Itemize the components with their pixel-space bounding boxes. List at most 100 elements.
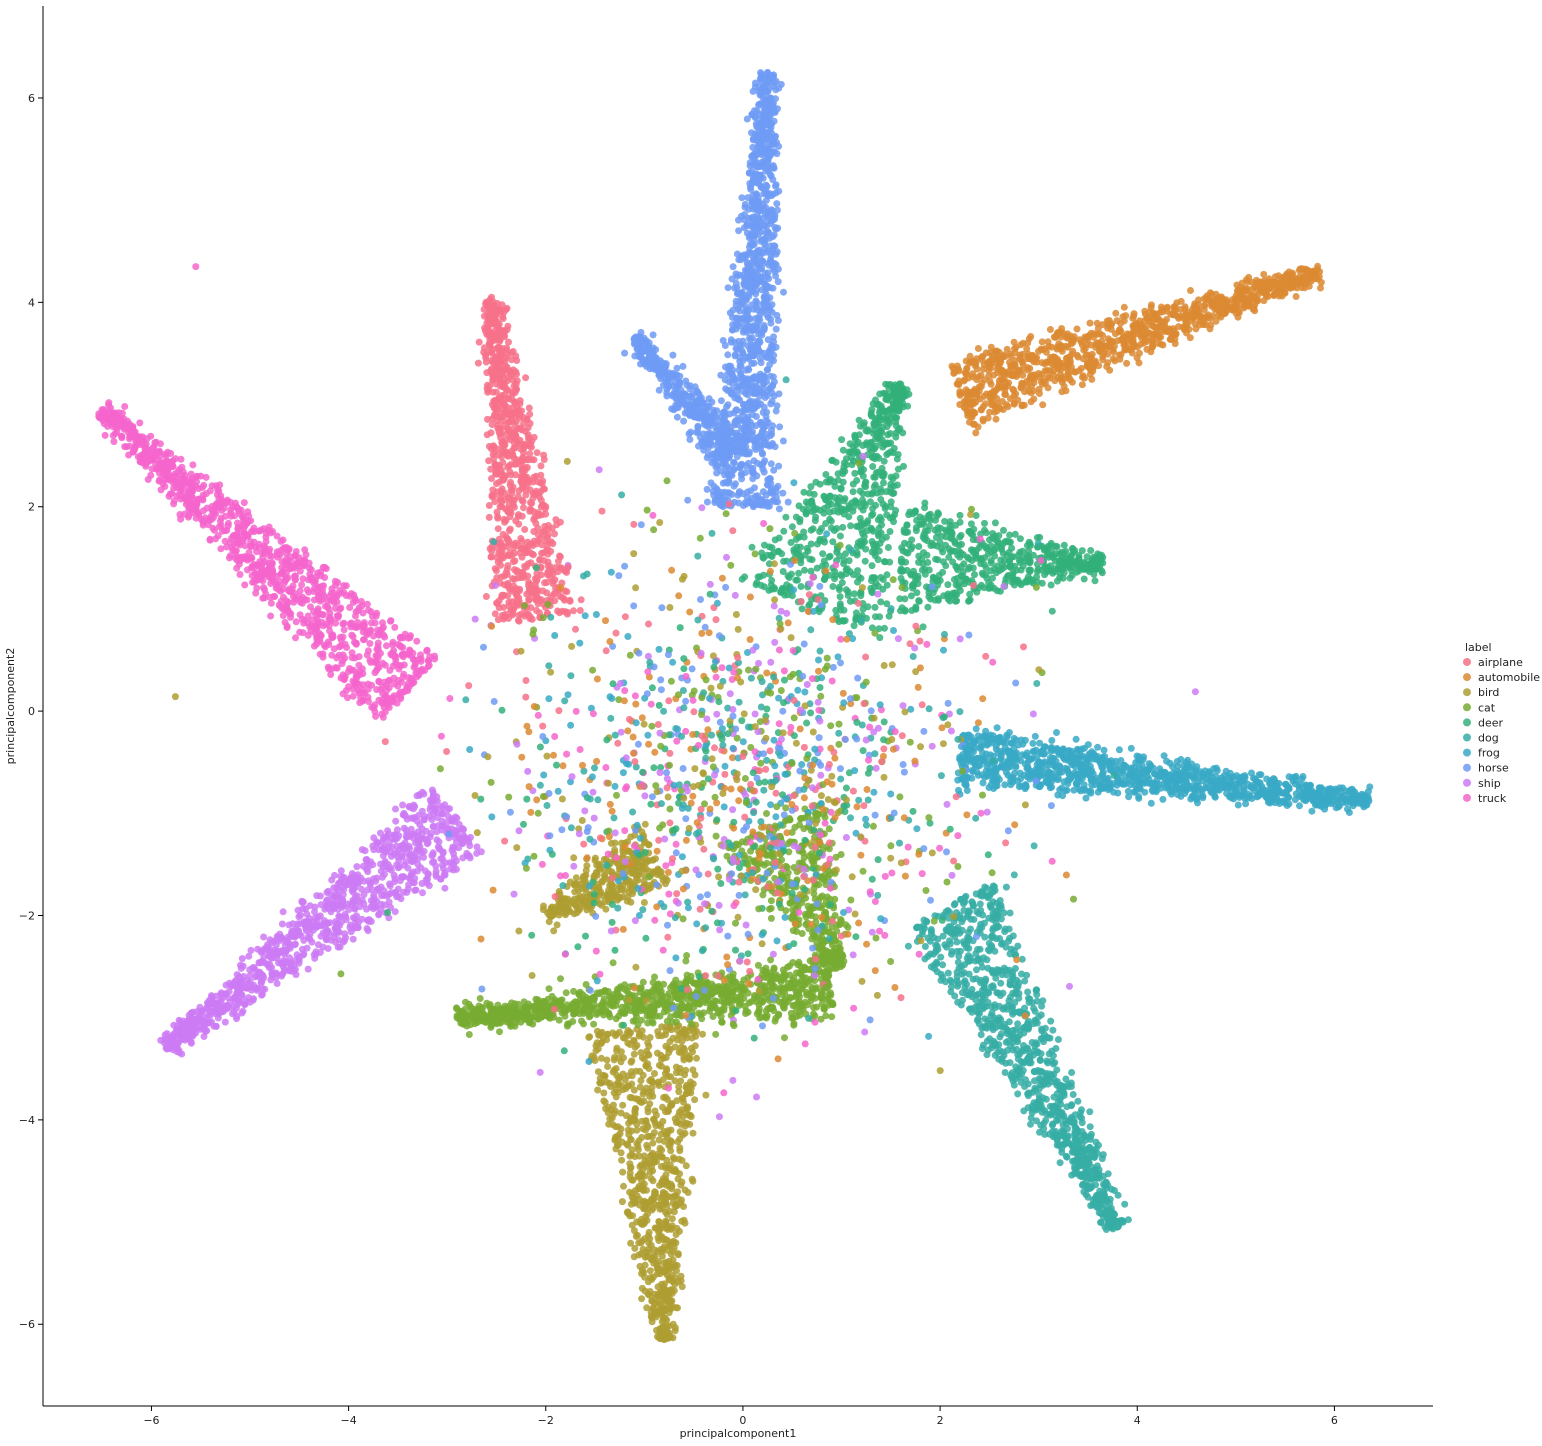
point-automobile [1271,290,1279,298]
point-bird [646,1288,654,1295]
series-cat [453,758,852,1038]
point-bird [611,839,619,847]
point-automobile [1060,363,1068,371]
point-airplane [530,528,538,535]
point-automobile [956,401,964,408]
point-automobile [1163,326,1171,334]
point-bird [619,850,627,858]
point-airplane [528,550,536,558]
point-bird [665,1242,673,1250]
point-deer [828,457,836,464]
point-bird [662,880,669,888]
point-deer [816,528,824,535]
point-bird [613,1071,621,1079]
point-cat [767,914,775,922]
point-deer [856,422,864,430]
point-airplane [516,410,524,418]
point-bird [618,1198,626,1206]
point-deer [861,557,869,565]
point-automobile [986,395,994,402]
point-automobile [1242,286,1250,294]
point-cat [762,1014,770,1022]
point-cat [810,1004,818,1011]
series-deer [738,380,1107,642]
point-bird [591,854,599,862]
point-airplane [522,677,530,684]
point-airplane [527,604,535,612]
point-deer [883,511,891,519]
point-cat [564,1020,572,1028]
point-automobile [1087,366,1094,374]
point-cat [485,1002,493,1010]
point-airplane [520,504,527,512]
point-bird [660,1094,668,1101]
point-bird [649,1204,657,1212]
point-airplane [499,315,507,322]
point-cat [555,1016,563,1024]
point-airplane [508,396,516,404]
point-automobile [1312,273,1320,281]
point-deer [891,384,898,392]
point-airplane [507,349,515,357]
point-cat [517,1018,525,1026]
point-cat [523,1011,531,1019]
point-deer [882,533,890,541]
point-airplane [506,481,514,489]
point-bird [641,1235,649,1243]
point-automobile [986,349,994,357]
point-bird [640,1033,647,1041]
point-deer [800,528,808,536]
point-airplane [538,511,546,519]
point-cat [734,997,742,1004]
point-deer [894,426,902,434]
point-cat [703,979,711,987]
point-automobile [1064,343,1072,351]
point-airplane [524,424,532,432]
point-automobile [1016,351,1024,359]
point-automobile [1060,382,1068,390]
point-bird [656,1152,664,1160]
point-automobile [1121,346,1129,354]
point-deer [883,439,891,447]
point-bird [630,1050,638,1058]
point-cat [639,978,647,986]
point-deer [887,448,895,456]
point-airplane [512,380,520,388]
point-deer [801,551,809,559]
point-airplane [485,340,493,348]
point-deer [838,579,846,587]
point-cat [728,976,736,984]
point-deer [845,448,853,456]
point-airplane [531,514,539,521]
point-cat [772,1014,780,1022]
point-cat [695,1009,703,1017]
point-bird [584,901,591,909]
point-automobile [1003,345,1011,353]
point-airplane [501,357,509,365]
point-airplane [502,409,510,417]
point-cat [810,890,818,898]
point-airplane [497,348,505,356]
point-cat [578,1017,585,1025]
point-automobile [1259,284,1267,292]
point-airplane [517,456,525,464]
point-airplane [490,491,498,499]
point-airplane [504,463,512,471]
point-automobile [1271,273,1279,281]
point-bird [568,898,576,905]
point-deer [845,557,853,565]
point-airplane [497,573,505,581]
point-airplane [534,595,541,602]
point-bird [671,1043,679,1051]
point-automobile [973,393,981,401]
point-deer [889,475,897,483]
point-airplane [540,557,548,564]
point-airplane [505,418,512,426]
point-bird [643,1047,651,1055]
point-automobile [1044,338,1052,346]
point-deer [760,554,767,562]
point-deer [840,606,848,614]
point-airplane [542,538,550,545]
point-deer [868,447,876,455]
point-deer [756,573,764,581]
